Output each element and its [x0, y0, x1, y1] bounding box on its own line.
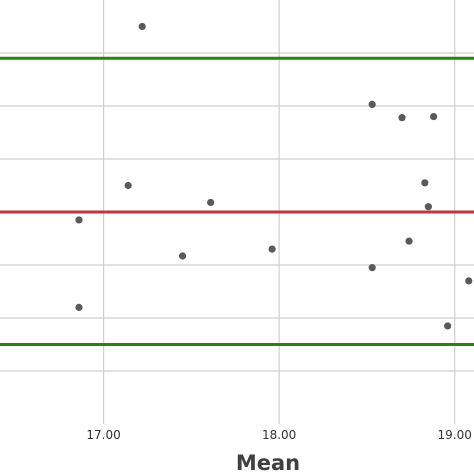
data-point-11 [421, 179, 429, 187]
data-point-9 [398, 114, 406, 122]
x-axis-label: Mean [236, 451, 300, 474]
data-point-10 [405, 237, 413, 245]
x-tick-label-0: 17.00 [86, 428, 120, 442]
x-tick-label-2: 19.00 [438, 428, 472, 442]
data-point-13 [430, 113, 438, 121]
data-point-14 [444, 322, 452, 330]
data-points [75, 22, 473, 330]
data-point-6 [268, 245, 276, 253]
data-point-0 [75, 303, 83, 311]
data-point-5 [207, 198, 215, 207]
data-point-7 [368, 264, 376, 272]
data-point-12 [424, 203, 432, 211]
x-tick-label-1: 18.00 [262, 428, 296, 442]
x-tick-labels: 17.00 18.00 19.00 [86, 428, 471, 442]
data-point-4 [178, 252, 187, 260]
data-point-3 [138, 22, 146, 31]
data-point-15 [465, 277, 473, 285]
data-point-8 [368, 100, 376, 109]
data-point-1 [75, 216, 83, 224]
data-point-2 [124, 181, 132, 190]
reference-lines [0, 56, 474, 346]
